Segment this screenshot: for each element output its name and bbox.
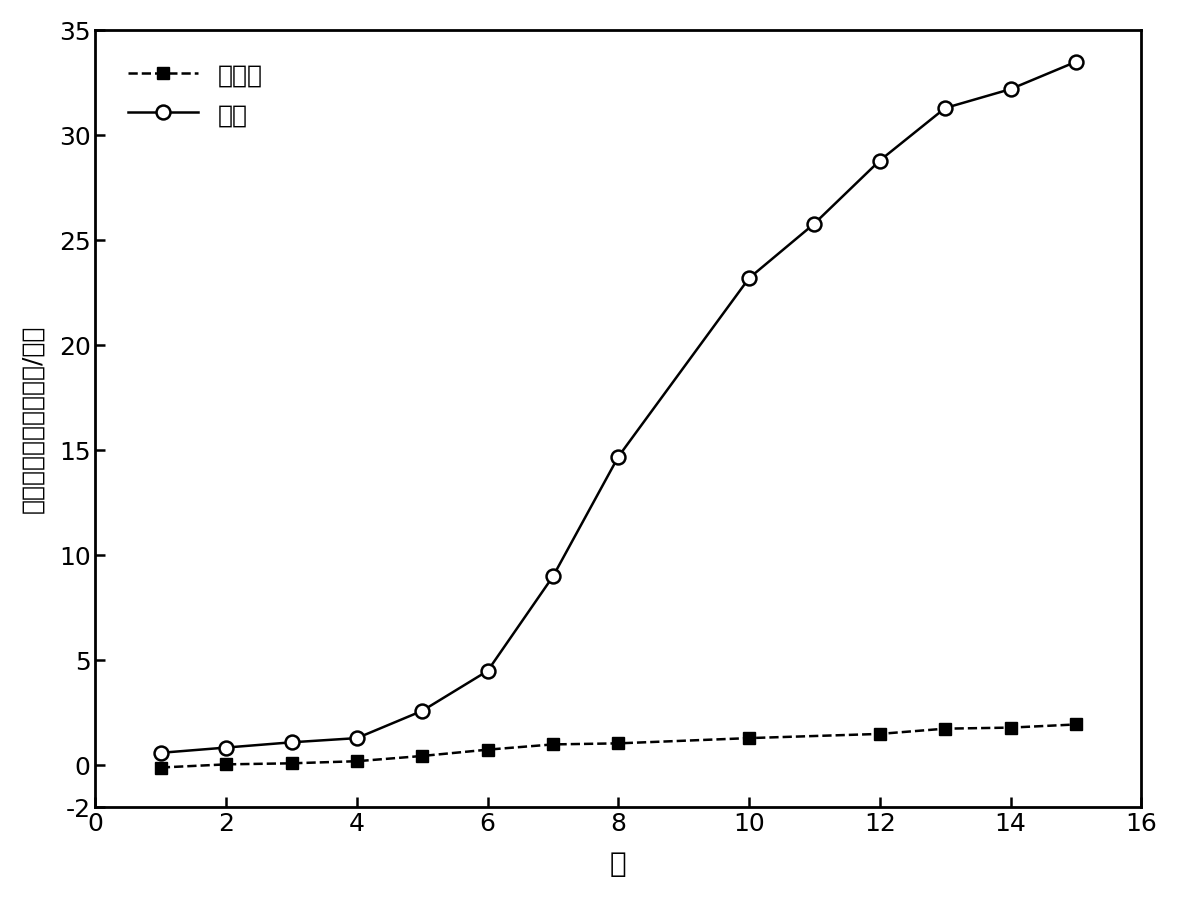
多糖 bbox=[1068, 57, 1083, 67]
蛋白质 bbox=[545, 739, 560, 750]
多糖 bbox=[154, 747, 168, 758]
多糖 bbox=[807, 218, 821, 229]
多糖 bbox=[938, 102, 952, 113]
蛋白质 bbox=[742, 733, 756, 743]
多糖 bbox=[873, 156, 887, 166]
Line: 蛋白质: 蛋白质 bbox=[154, 718, 1083, 774]
Line: 多糖: 多糖 bbox=[154, 55, 1083, 760]
蛋白质 bbox=[219, 759, 233, 770]
X-axis label: 天: 天 bbox=[610, 850, 627, 878]
蛋白质 bbox=[611, 738, 626, 749]
蛋白质 bbox=[1068, 719, 1083, 730]
Y-axis label: 胞外多聚物浓度（毫克/升）: 胞外多聚物浓度（毫克/升） bbox=[21, 325, 45, 513]
多糖 bbox=[350, 733, 364, 743]
多糖 bbox=[415, 706, 429, 717]
蛋白质 bbox=[1004, 722, 1018, 733]
多糖 bbox=[545, 571, 560, 582]
多糖 bbox=[481, 665, 495, 676]
蛋白质 bbox=[481, 744, 495, 755]
蛋白质 bbox=[154, 762, 168, 773]
多糖 bbox=[284, 737, 298, 748]
蛋白质 bbox=[350, 756, 364, 767]
多糖 bbox=[219, 743, 233, 753]
蛋白质 bbox=[938, 724, 952, 734]
多糖 bbox=[611, 451, 626, 462]
多糖 bbox=[742, 272, 756, 283]
蛋白质 bbox=[415, 751, 429, 761]
蛋白质 bbox=[284, 758, 298, 769]
多糖 bbox=[1004, 84, 1018, 94]
蛋白质 bbox=[873, 728, 887, 739]
Legend: 蛋白质, 多糖: 蛋白质, 多糖 bbox=[108, 43, 283, 147]
